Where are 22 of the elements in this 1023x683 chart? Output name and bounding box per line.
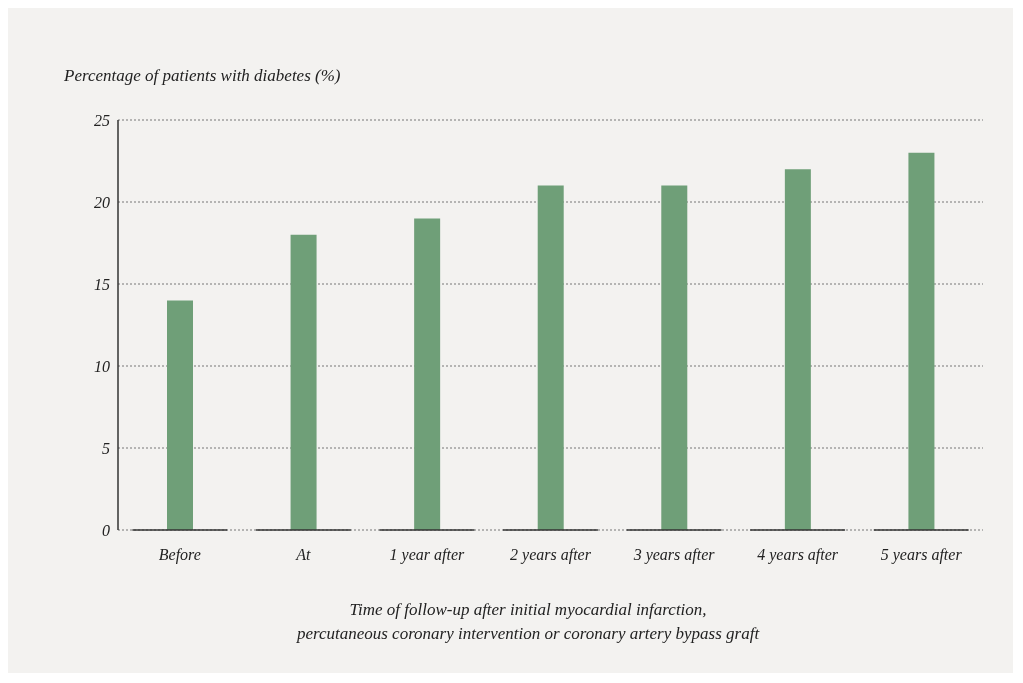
x-tick-label: 2 years after bbox=[510, 546, 592, 564]
bar bbox=[290, 234, 317, 530]
y-tick-label: 5 bbox=[102, 439, 110, 457]
y-tick-label: 0 bbox=[102, 521, 110, 539]
x-axis-title: Time of follow-up after initial myocardial infarction, percutaneous coronary intervention or coronary artery bypass graft bbox=[295, 599, 761, 645]
y-tick-label: 20 bbox=[94, 193, 110, 211]
x-tick-label: 5 years after bbox=[880, 546, 963, 564]
x-tick-label: 4 years after bbox=[757, 546, 839, 564]
x-tick-label: 1 year after bbox=[389, 546, 466, 564]
x-tick-label: 3 years after bbox=[632, 546, 716, 564]
bar bbox=[167, 300, 193, 530]
y-tick-label: 15 bbox=[94, 275, 110, 293]
y-tick-label: 10 bbox=[94, 357, 110, 375]
x-tick-label: Before bbox=[158, 546, 201, 564]
bar bbox=[784, 169, 811, 530]
y-axis-title: Percentage of patients with diabetes (%) bbox=[64, 66, 341, 86]
y-tick-label: 25 bbox=[94, 111, 110, 129]
bar bbox=[414, 218, 441, 530]
bar bbox=[537, 185, 564, 530]
x-tick-label: At bbox=[295, 546, 312, 563]
bar bbox=[908, 152, 935, 530]
bar bbox=[661, 185, 688, 530]
